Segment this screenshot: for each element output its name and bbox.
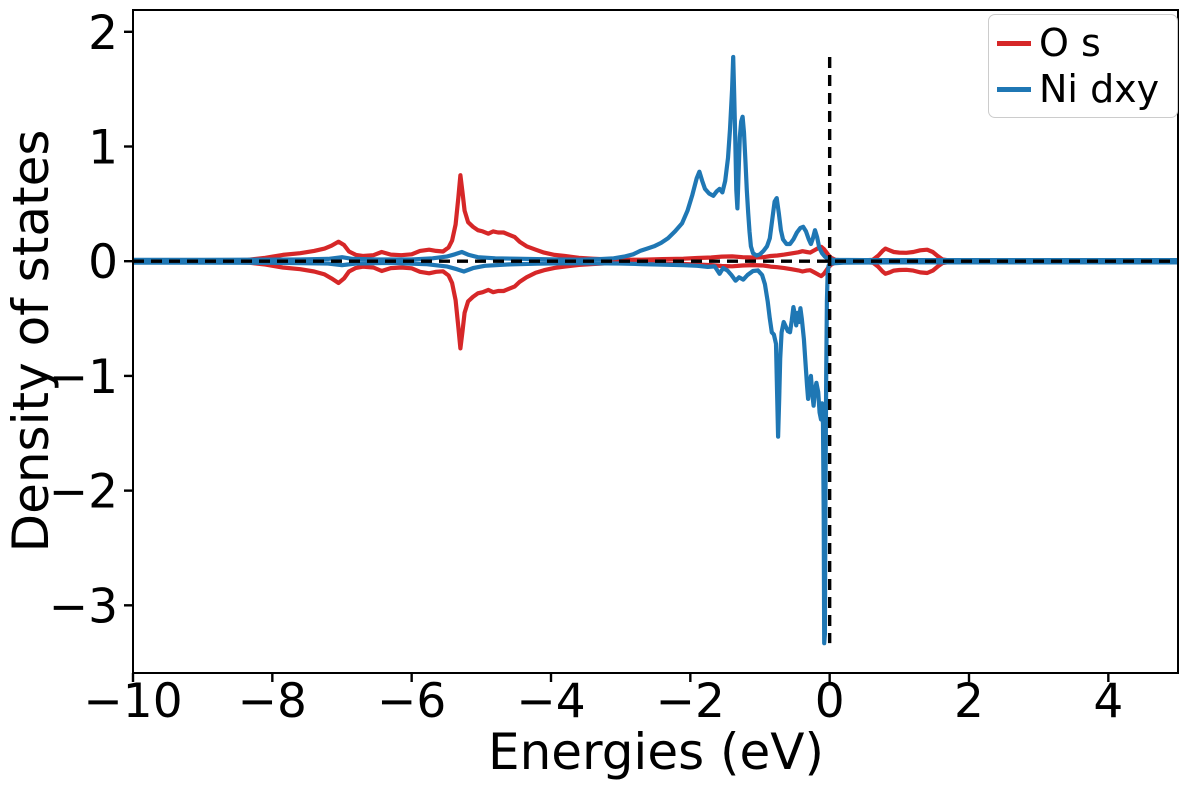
legend-item-o-s: O s xyxy=(997,23,1169,63)
x-tick-label: −10 xyxy=(83,674,182,729)
series-o-s-spin-down xyxy=(133,259,1178,351)
series-ni-dxy-spin-down xyxy=(133,260,1178,646)
x-tick-label: 0 xyxy=(815,674,845,729)
x-tick-label: −8 xyxy=(238,674,307,729)
x-tick-label: −2 xyxy=(656,674,725,729)
legend-label-o-s: O s xyxy=(1039,21,1101,65)
x-tick-label: 2 xyxy=(954,674,984,729)
x-tick-label: −4 xyxy=(516,674,585,729)
legend-label-ni-dxy: Ni dxy xyxy=(1039,67,1160,111)
x-tick-label: 4 xyxy=(1093,674,1123,729)
legend: O s Ni dxy xyxy=(988,14,1178,118)
y-tick-label: −3 xyxy=(49,579,118,634)
legend-item-ni-dxy: Ni dxy xyxy=(997,69,1169,109)
x-tick-label: −6 xyxy=(377,674,446,729)
legend-swatch-o-s-icon xyxy=(997,40,1031,46)
y-tick-label: 0 xyxy=(88,235,118,290)
series-ni-dxy-spin-up xyxy=(133,54,1178,263)
y-tick-label: 1 xyxy=(88,121,118,176)
x-axis-label: Energies (eV) xyxy=(487,723,825,781)
legend-swatch-ni-dxy-icon xyxy=(997,86,1031,92)
y-tick-label: 2 xyxy=(88,6,118,61)
y-tick-label: −1 xyxy=(49,350,118,405)
y-tick-label: −2 xyxy=(49,465,118,520)
plot-frame xyxy=(132,9,1179,674)
y-axis-label: Density of states xyxy=(2,129,60,553)
